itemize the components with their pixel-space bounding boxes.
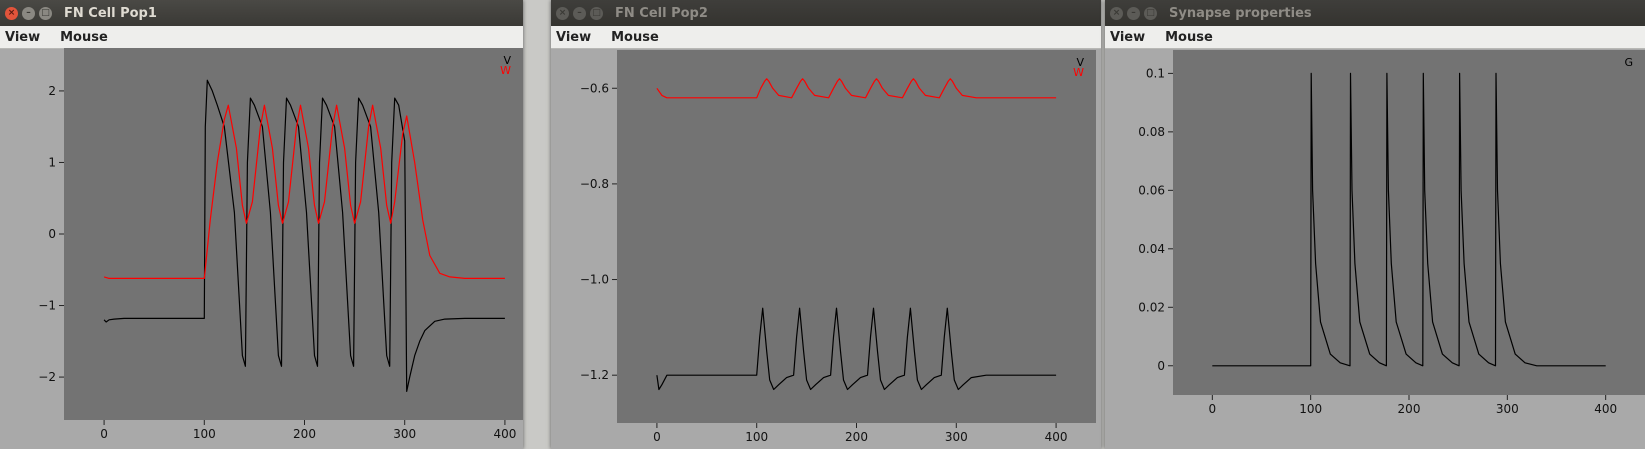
series-line-v: [103, 79, 505, 392]
x-tick-label: 200: [845, 430, 868, 444]
plot-fn-cell-pop2[interactable]: −1.2 −1.0 −0.8 −0.6 0 100 200 300 400 VW: [551, 0, 1101, 449]
y-tick-label: −2: [38, 370, 56, 384]
maximize-icon[interactable]: □: [1144, 6, 1157, 20]
x-tick-label: 100: [193, 427, 216, 441]
close-icon[interactable]: ×: [1110, 6, 1123, 20]
y-tick-label: 0.1: [1146, 66, 1165, 80]
x-tick-label: 0: [653, 430, 661, 444]
menu-bar: View Mouse: [1105, 26, 1645, 49]
menu-view[interactable]: View: [1110, 29, 1146, 45]
legend-label-v: V: [1076, 56, 1084, 69]
window-title: FN Cell Pop2: [615, 5, 708, 21]
y-tick-label: −0.8: [580, 177, 609, 191]
y-tick-label: 0.08: [1138, 125, 1165, 139]
x-tick-label: 0: [1209, 402, 1217, 416]
x-tick-label: 100: [745, 430, 768, 444]
legend-label-v: V: [503, 54, 511, 67]
window-synapse-properties: × – □ Synapse properties View Mouse 0 0.0…: [1105, 0, 1645, 449]
y-tick-label: 0.04: [1138, 242, 1165, 256]
x-tick-label: 100: [1299, 402, 1322, 416]
y-tick-label: 1: [48, 155, 56, 169]
minimize-icon[interactable]: –: [1127, 6, 1140, 20]
x-tick-label: 400: [1045, 430, 1068, 444]
close-icon[interactable]: ×: [556, 6, 569, 20]
titlebar[interactable]: × – □ FN Cell Pop1: [0, 0, 523, 26]
y-tick-label: 0.02: [1138, 300, 1165, 314]
x-tick-label: 300: [1496, 402, 1519, 416]
y-tick-label: −0.6: [580, 81, 609, 95]
series-line-w: [656, 78, 1057, 99]
window-fn-cell-pop2: × – □ FN Cell Pop2 View Mouse −1.2 −1.0 −0…: [551, 0, 1101, 449]
y-tick-label: −1.2: [580, 368, 609, 382]
y-tick-label: 0.06: [1138, 183, 1165, 197]
menu-mouse[interactable]: Mouse: [611, 29, 659, 45]
menu-mouse[interactable]: Mouse: [1165, 29, 1213, 45]
x-tick-label: 400: [1594, 402, 1617, 416]
legend-label-w: W: [1073, 66, 1084, 79]
window-fn-cell-pop1: × – □ FN Cell Pop1 View Mouse −2 −1 0 1 2 0 10…: [0, 0, 523, 449]
menu-mouse[interactable]: Mouse: [60, 29, 108, 45]
plot-area: [617, 50, 1096, 423]
plot-fn-cell-pop1[interactable]: −2 −1 0 1 2 0 100 200 300 400 VW: [0, 0, 523, 449]
series-line-w: [103, 104, 505, 279]
series-line-g: [1212, 72, 1606, 367]
legend-label-g: G: [1624, 56, 1633, 69]
legend-label-w: W: [500, 64, 511, 77]
window-controls: × – □: [5, 6, 52, 20]
menu-view[interactable]: View: [5, 29, 41, 45]
menu-view[interactable]: View: [556, 29, 592, 45]
y-tick-label: 0: [1157, 359, 1165, 373]
titlebar[interactable]: × – □ FN Cell Pop2: [551, 0, 1101, 26]
window-controls: × – □: [1110, 6, 1157, 20]
maximize-icon[interactable]: □: [39, 6, 52, 20]
x-tick-label: 300: [393, 427, 416, 441]
x-tick-label: 0: [100, 427, 108, 441]
close-icon[interactable]: ×: [5, 6, 18, 20]
x-tick-label: 200: [1398, 402, 1421, 416]
x-tick-label: 200: [293, 427, 316, 441]
window-controls: × – □: [556, 6, 603, 20]
window-title: Synapse properties: [1169, 5, 1312, 21]
plot-synapse-properties[interactable]: 0 0.02 0.04 0.06 0.08 0.1 0 100 200 300 400 G: [1105, 0, 1645, 449]
menu-bar: View Mouse: [551, 26, 1101, 49]
plot-area: [64, 48, 523, 420]
x-tick-label: 400: [493, 427, 516, 441]
minimize-icon[interactable]: –: [573, 6, 586, 20]
plot-area: [1173, 50, 1645, 395]
titlebar[interactable]: × – □ Synapse properties: [1105, 0, 1645, 26]
window-title: FN Cell Pop1: [64, 5, 157, 21]
y-tick-label: −1.0: [580, 273, 609, 287]
y-tick-label: −1: [38, 299, 56, 313]
series-line-v: [656, 307, 1057, 391]
y-tick-label: 2: [48, 84, 56, 98]
maximize-icon[interactable]: □: [590, 6, 603, 20]
y-tick-label: 0: [48, 227, 56, 241]
x-tick-label: 300: [945, 430, 968, 444]
minimize-icon[interactable]: –: [22, 6, 35, 20]
